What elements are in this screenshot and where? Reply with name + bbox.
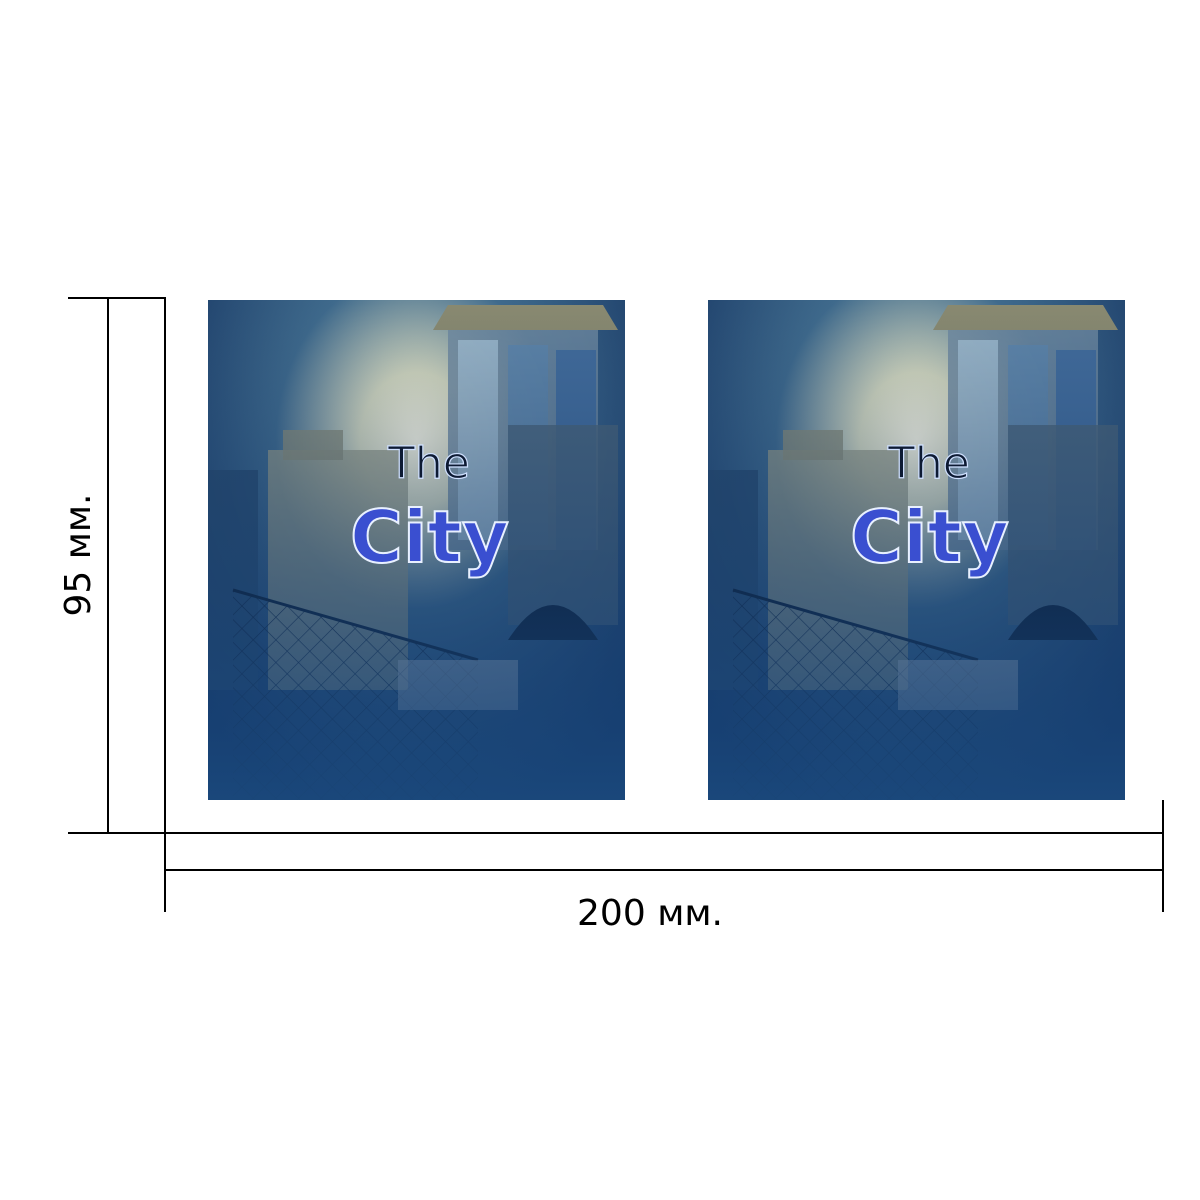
title-bottom: City xyxy=(850,495,1009,579)
height-dimension: 95 мм. xyxy=(58,297,166,834)
height-label: 95 мм. xyxy=(58,493,99,616)
width-label: 200 мм. xyxy=(577,893,723,934)
title-top: The xyxy=(887,438,970,489)
width-dimension: 200 мм. xyxy=(164,800,1164,934)
title-top: The xyxy=(387,438,470,489)
image-1: The City xyxy=(206,298,627,802)
image-2: The City xyxy=(706,298,1127,802)
title-bottom: City xyxy=(350,495,509,579)
